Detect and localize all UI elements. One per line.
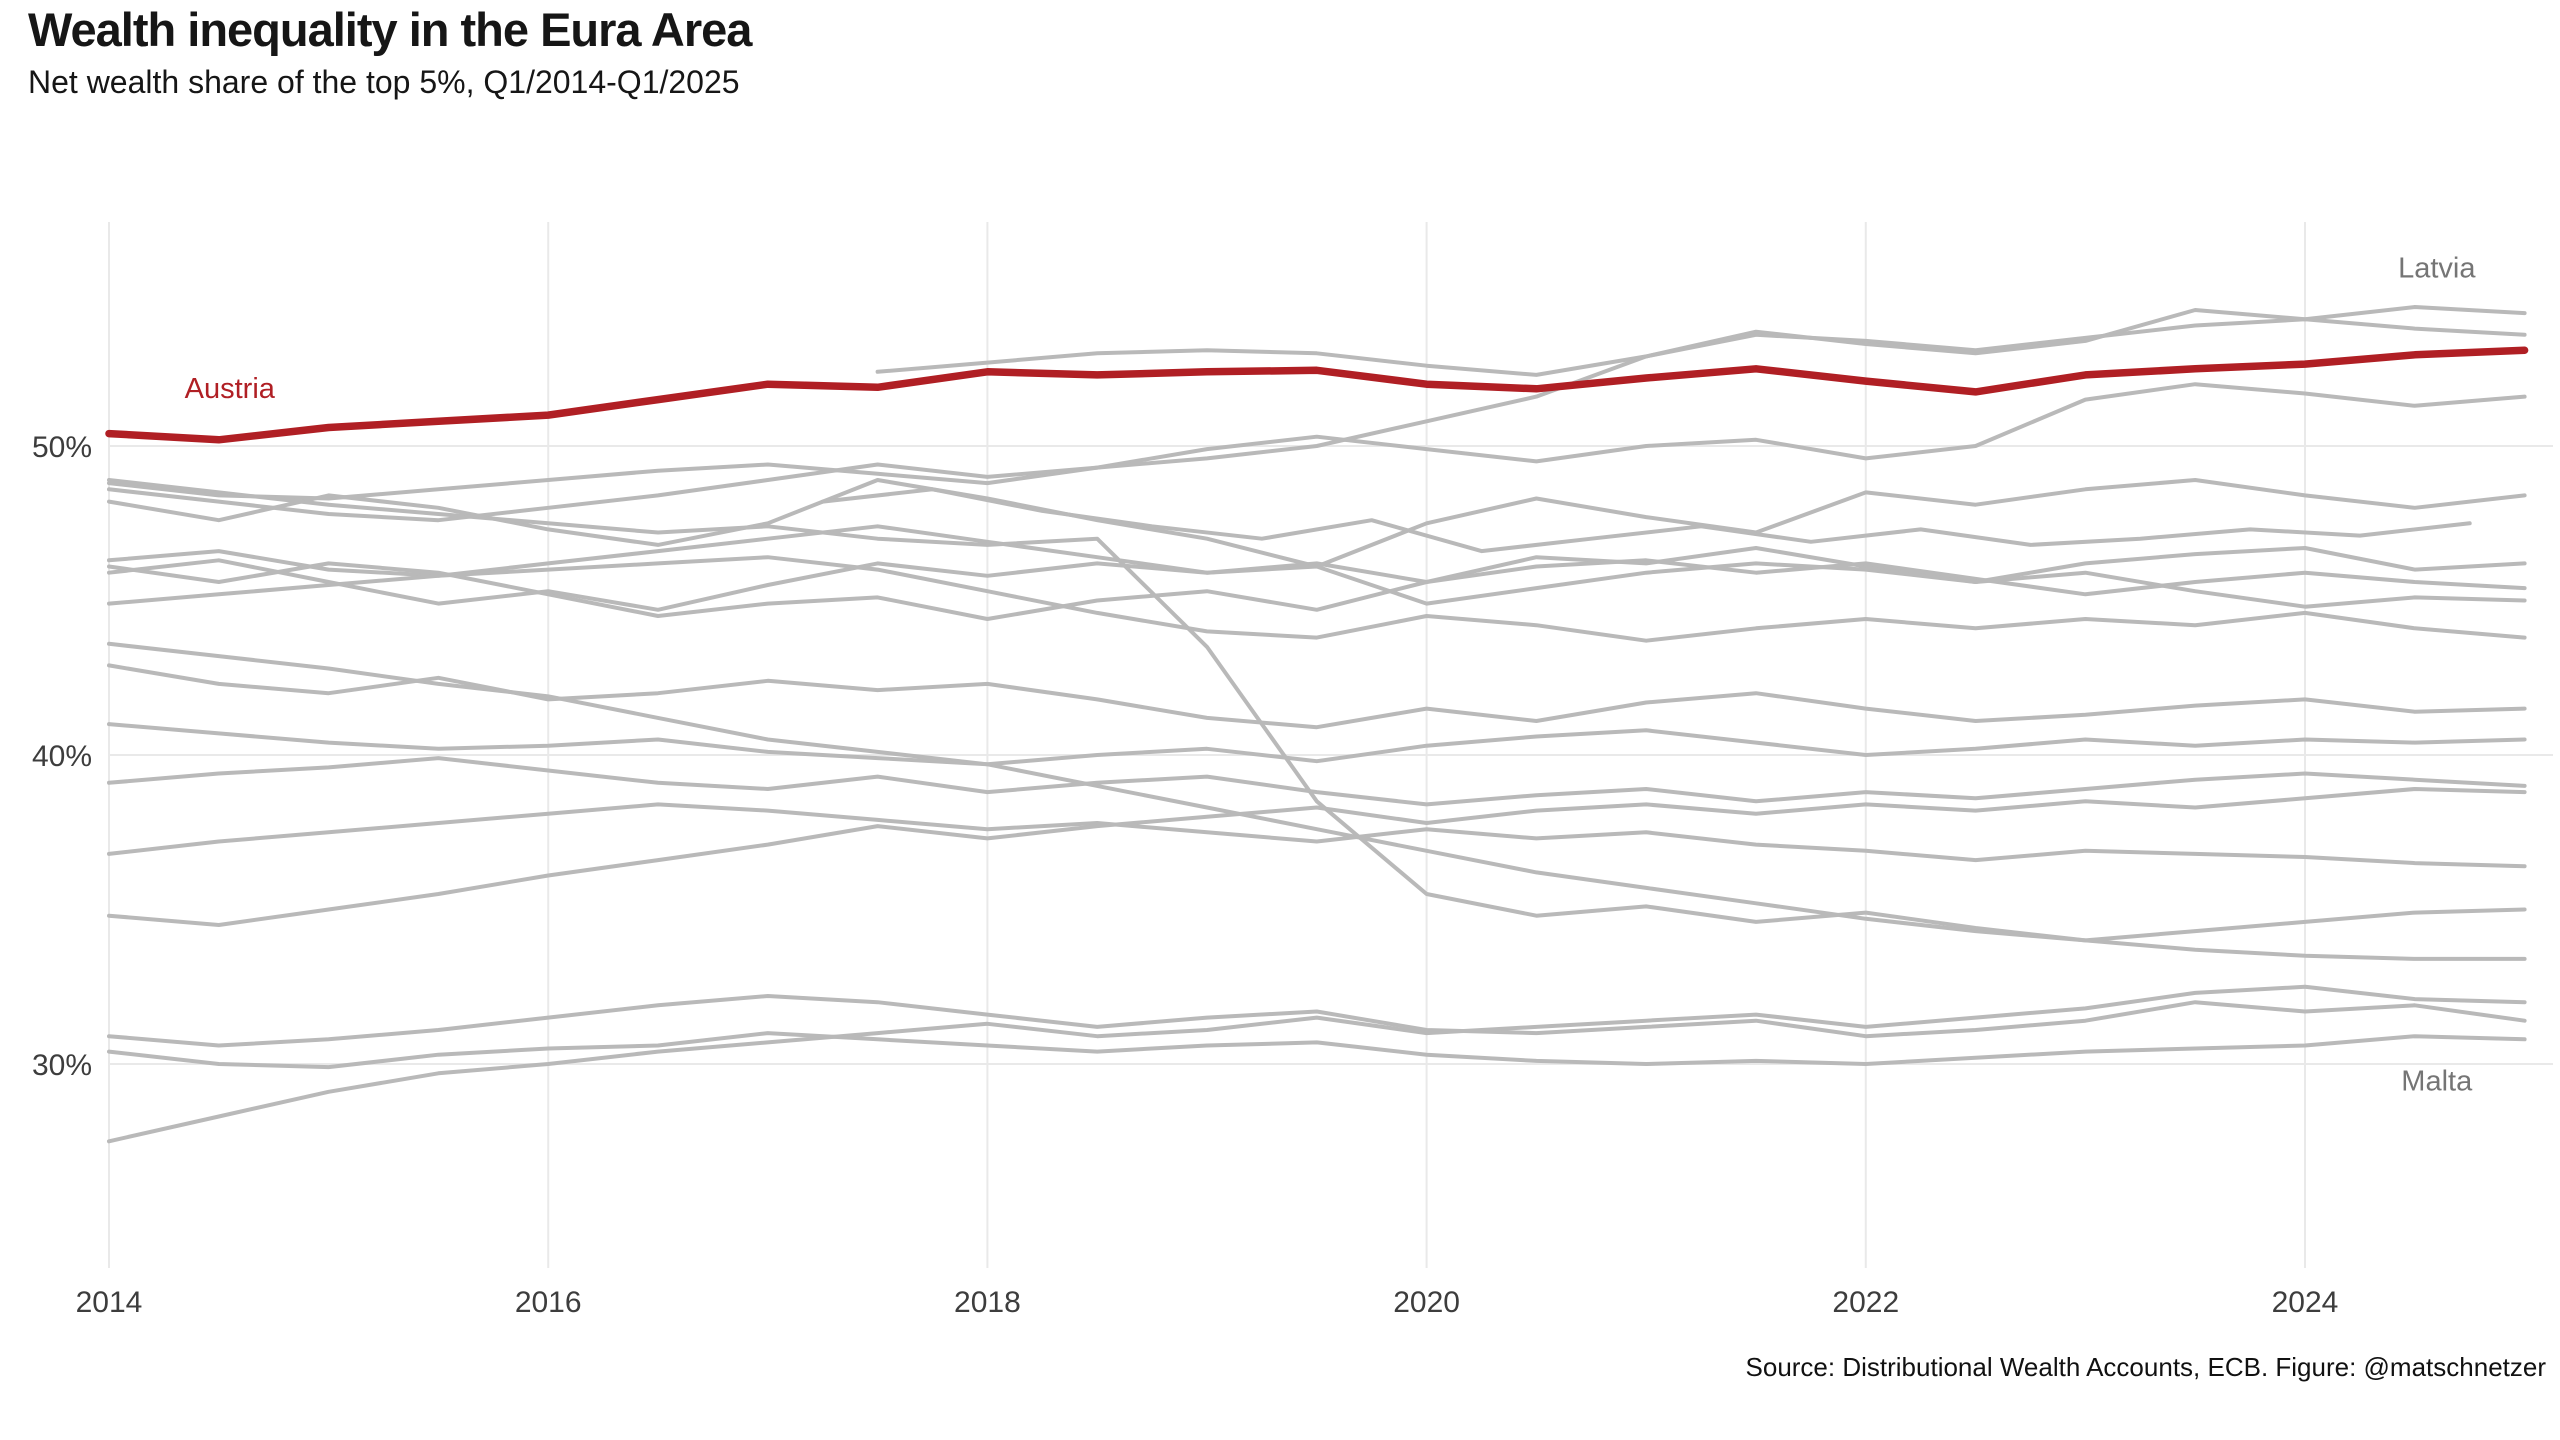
series-line-unlabeled bbox=[107, 663, 2527, 730]
x-tick-label-2016: 2016 bbox=[515, 1286, 582, 1319]
series-line-unlabeled bbox=[107, 478, 2527, 569]
chart-title: Wealth inequality in the Eura Area bbox=[28, 3, 752, 56]
x-tick-label-2018: 2018 bbox=[954, 1286, 1021, 1319]
series-line-unlabeled bbox=[107, 478, 2527, 943]
series-line-unlabeled bbox=[107, 558, 2527, 621]
series-line-unlabeled bbox=[107, 994, 2527, 1048]
y-tick-label-50: 50% bbox=[32, 431, 92, 464]
series-line-unlabeled bbox=[107, 787, 2527, 927]
chart-subtitle: Net wealth share of the top 5%, Q1/2014-… bbox=[28, 64, 740, 100]
series-line-unlabeled bbox=[107, 524, 2527, 584]
series-line-latvia bbox=[107, 305, 2527, 523]
series-line-austria bbox=[105, 346, 2529, 444]
x-tick-label-2024: 2024 bbox=[2272, 1286, 2339, 1319]
series-line-unlabeled bbox=[107, 555, 2527, 643]
country-label-latvia: Latvia bbox=[2398, 253, 2476, 285]
country-label-malta: Malta bbox=[2401, 1065, 2473, 1097]
series-line-unlabeled bbox=[107, 558, 2527, 612]
series-line-unlabeled bbox=[107, 382, 2527, 501]
series-line-unlabeled bbox=[107, 722, 2527, 767]
series-line-unlabeled bbox=[107, 756, 2527, 807]
series-line-malta bbox=[107, 1031, 2527, 1070]
x-tick-label-2020: 2020 bbox=[1393, 1286, 1460, 1319]
y-tick-label-40: 40% bbox=[32, 740, 92, 773]
series-line-unlabeled bbox=[107, 984, 2527, 1144]
source-note: Source: Distributional Wealth Accounts, … bbox=[1745, 1352, 2546, 1382]
series-line-unlabeled bbox=[107, 802, 2527, 869]
x-tick-label-2022: 2022 bbox=[1832, 1286, 1899, 1319]
x-tick-label-2014: 2014 bbox=[76, 1286, 143, 1319]
series-line-unlabeled bbox=[820, 487, 2472, 554]
country-label-austria: Austria bbox=[185, 373, 276, 405]
y-tick-label-30: 30% bbox=[32, 1049, 92, 1082]
